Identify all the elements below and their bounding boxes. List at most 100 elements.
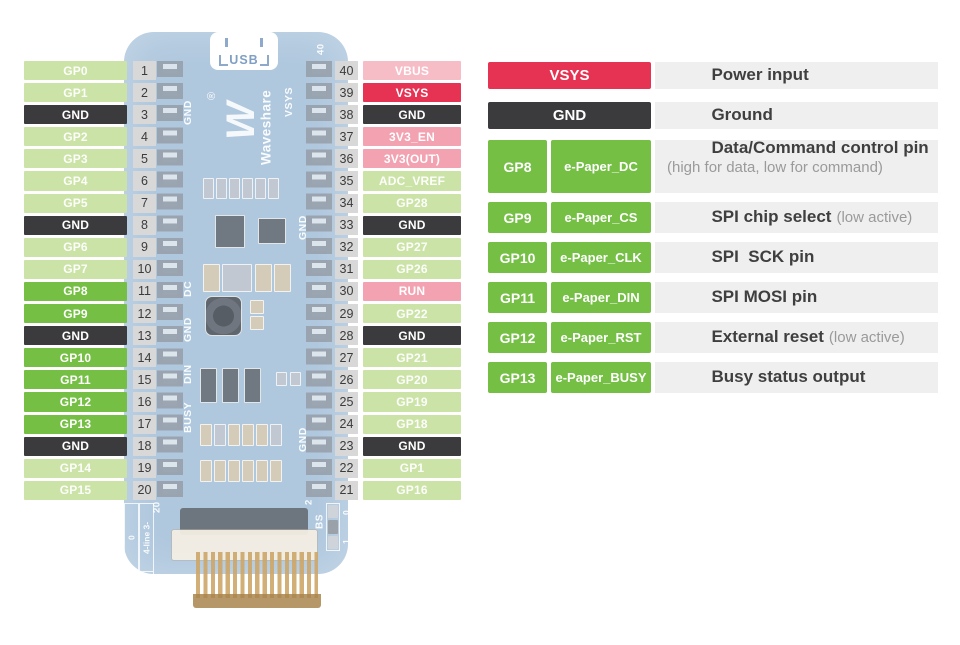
legend-pin-cell: GP13: [488, 362, 547, 393]
legend-pin-cell: GP9: [488, 202, 547, 233]
spi-column: 4-line 3- SPI: [139, 503, 154, 574]
pin-row: 37 3V3_EN: [335, 127, 461, 147]
pin-number: 18: [133, 436, 156, 456]
smd-component: [242, 424, 254, 446]
legend-row: GP13 e-Paper_BUSY Busy status output: [488, 362, 938, 393]
smd-component: [214, 424, 226, 446]
smd-component: [214, 460, 226, 482]
pin-number: 15: [133, 370, 156, 390]
silkscreen-gnd: GND: [182, 317, 194, 343]
smd-transistor: [222, 368, 239, 403]
pin-label: GP26: [363, 259, 461, 279]
pin-row: 35 ADC_VREF: [335, 171, 461, 191]
legend-description-text: External reset (low active): [667, 308, 938, 367]
pin-number: 4: [133, 127, 156, 147]
legend-pin-cell: GP8: [488, 140, 547, 193]
pin-label: GP22: [363, 304, 461, 324]
pin-label: GND: [24, 105, 127, 125]
usb-pin-mark: [225, 38, 228, 47]
smd-component: [216, 178, 227, 199]
fpc-gold-pins: [196, 552, 318, 598]
pin-label: 3V3(OUT): [363, 149, 461, 169]
legend-description-text: Ground: [667, 86, 938, 145]
legend-signal-cell: e-Paper_BUSY: [551, 362, 651, 393]
pin-number: 9: [133, 237, 156, 257]
pin-row: 27 GP21: [335, 348, 461, 368]
smd-ic: [222, 264, 252, 292]
smd-transistor: [200, 368, 217, 403]
legend-description-main: Ground: [711, 105, 773, 125]
legend-description: SPI MOSI pin: [655, 282, 938, 313]
smd-inductor: [205, 296, 242, 336]
legend-pin-cell: GP12: [488, 322, 547, 353]
legend-description-main: Power input: [711, 65, 809, 85]
silkscreen-gnd: GND: [297, 215, 309, 241]
legend-description-note: (low active): [836, 209, 913, 227]
legend-signal-cell: e-Paper_DC: [551, 140, 651, 193]
pin-label: GP28: [363, 193, 461, 213]
usb-pin-mark: [260, 38, 263, 47]
legend-row: GND Ground: [488, 102, 938, 129]
pin-number: 39: [335, 83, 358, 103]
legend-description-main: SPI MOSI pin: [711, 287, 818, 307]
spi-key-cell: SPI: [140, 572, 153, 574]
silkscreen-gnd: GND: [297, 427, 309, 453]
pin-number: 33: [335, 215, 358, 235]
smd-component: [228, 424, 240, 446]
pin-number: 19: [133, 458, 156, 478]
spi-value-cell: 4-line 3-: [140, 504, 153, 572]
smd-transistor: [258, 218, 286, 244]
smd-component: [229, 178, 240, 199]
pin-row: GP8 11: [24, 281, 156, 302]
pin-label: GND: [24, 215, 127, 235]
legend-description-text: Busy status output: [667, 348, 938, 407]
pin-number: 36: [335, 149, 358, 169]
pin-row: 34 GP28: [335, 193, 461, 213]
pin-number: 3: [133, 105, 156, 125]
pin-number: 6: [133, 171, 156, 191]
smd-transistor: [244, 368, 261, 403]
legend-description-note: (low active): [828, 329, 905, 347]
pin-number: 21: [335, 480, 358, 500]
smd-component: [203, 178, 214, 199]
fpc-cable-base: [193, 594, 321, 608]
pin-number: 10: [133, 259, 156, 279]
pin-row: GP2 4: [24, 127, 156, 147]
legend-row: GP12 e-Paper_RST External reset (low acti…: [488, 322, 938, 353]
pin-label: GP5: [24, 193, 127, 213]
pin-number: 25: [335, 392, 358, 412]
legend-signal-cell: e-Paper_CS: [551, 202, 651, 233]
smd-component: [228, 460, 240, 482]
legend-description: SPI SCK pin: [655, 242, 938, 273]
legend-description: Ground: [655, 102, 938, 129]
pin-label: GND: [363, 436, 461, 456]
pin-label: GP15: [24, 480, 127, 500]
legend-description: SPI chip select (low active): [655, 202, 938, 233]
pin-number: 1: [133, 61, 156, 81]
pin-label: GP13: [24, 414, 127, 434]
silkscreen-busy: BUSY: [182, 401, 194, 433]
pin-number: 12: [133, 304, 156, 324]
pin-label: ADC_VREF: [363, 171, 461, 191]
legend-description: Data/Command control pin (high for data, …: [655, 138, 938, 193]
waveshare-brand-text: Waveshare: [258, 89, 274, 165]
pin-number: 29: [335, 304, 358, 324]
smd-capacitor: [203, 264, 220, 292]
usb-connector: USB: [210, 32, 278, 70]
pin-row: GP11 15: [24, 370, 156, 390]
pin-label: GP3: [24, 149, 127, 169]
pin-row: 39 VSYS: [335, 83, 461, 103]
pin-label: GP10: [24, 348, 127, 368]
pin-row: GP12 16: [24, 392, 156, 412]
pin-label: GND: [24, 326, 127, 346]
pin-row: 24 GP18: [335, 414, 461, 434]
pin-row: GP9 12: [24, 304, 156, 324]
smd-component: [276, 372, 287, 386]
pin-row: GP13 17: [24, 414, 156, 434]
smd-component: [255, 178, 266, 199]
pin-row: 32 GP27: [335, 237, 461, 257]
pin-label: GND: [363, 326, 461, 346]
legend-row: GP10 e-Paper_CLK SPI SCK pin: [488, 242, 938, 273]
silkscreen-dc: DC: [182, 280, 194, 298]
